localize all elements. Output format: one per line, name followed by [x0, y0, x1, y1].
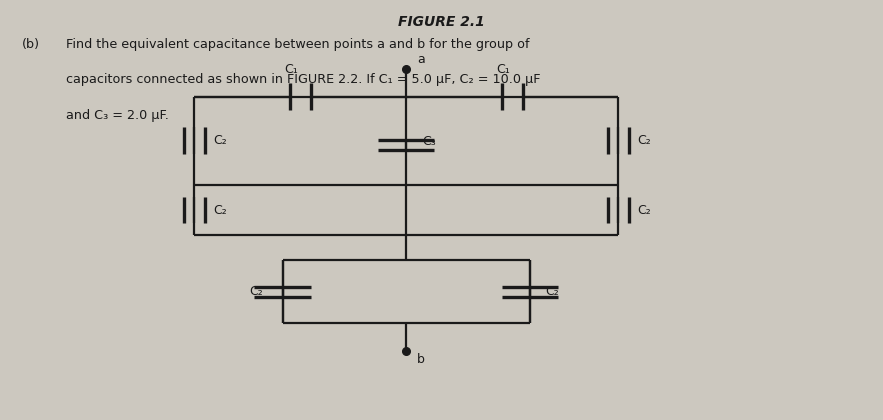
Text: C₁: C₁: [284, 63, 298, 76]
Text: (b): (b): [22, 38, 40, 51]
Text: a: a: [417, 53, 425, 66]
Text: C₂: C₂: [546, 286, 560, 298]
Text: C₂: C₂: [214, 204, 228, 216]
Text: and C₃ = 2.0 μF.: and C₃ = 2.0 μF.: [66, 109, 170, 122]
Text: Find the equivalent capacitance between points a and b for the group of: Find the equivalent capacitance between …: [66, 38, 530, 51]
Text: FIGURE 2.1: FIGURE 2.1: [398, 15, 485, 29]
Text: C₂: C₂: [249, 286, 263, 298]
Text: C₃: C₃: [422, 135, 436, 148]
Text: C₁: C₁: [496, 63, 510, 76]
Text: b: b: [417, 353, 425, 366]
Text: C₂: C₂: [214, 134, 228, 147]
Text: capacitors connected as shown in ​FIGURE 2.2. If C₁ = 5.0 μF, C₂ = 10.0 μF: capacitors connected as shown in ​FIGURE…: [66, 74, 540, 87]
Text: C₂: C₂: [638, 134, 652, 147]
Text: C₂: C₂: [638, 204, 652, 216]
